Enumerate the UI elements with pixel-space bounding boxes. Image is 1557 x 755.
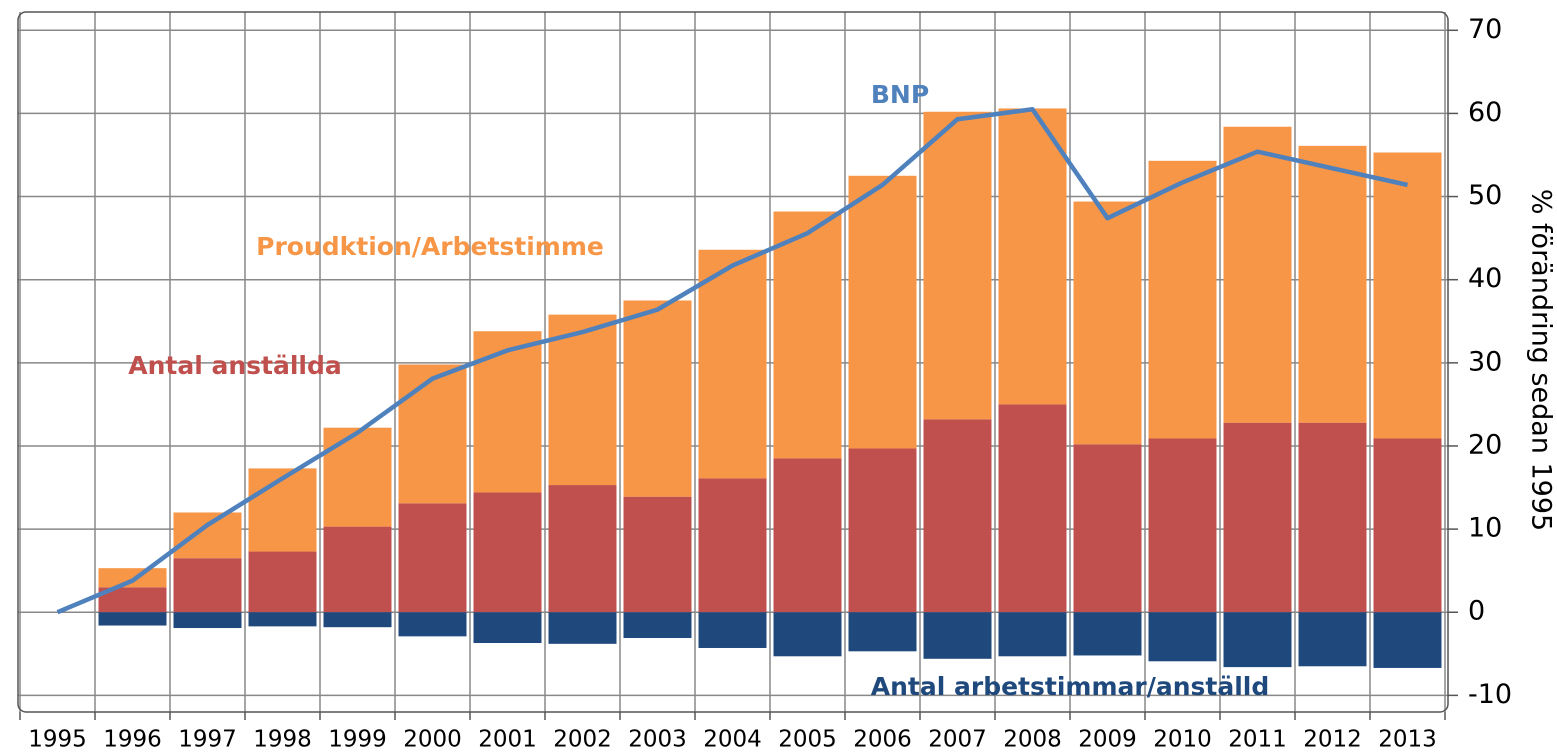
bar-segment <box>1298 612 1367 667</box>
series-label: Antal anställda <box>128 351 342 380</box>
bar-segment <box>1073 444 1142 613</box>
x-tick-label: 2002 <box>553 727 612 753</box>
x-tick-label: 2012 <box>1303 727 1362 753</box>
y-tick-label: 40 <box>1468 263 1502 294</box>
bar-segment <box>473 331 542 493</box>
y-tick-label: 70 <box>1468 14 1502 45</box>
y-tick-label: 50 <box>1468 180 1502 211</box>
bar-segment <box>323 526 392 613</box>
bar-segment <box>548 612 617 644</box>
bar-segment <box>1298 422 1367 613</box>
bar-segment <box>398 364 467 504</box>
bar-segment <box>923 612 992 659</box>
bar-segment <box>1073 612 1142 656</box>
bar-segment <box>1073 201 1142 445</box>
bar-segment <box>923 419 992 613</box>
y-tick-label: 30 <box>1468 346 1502 377</box>
bar-segment <box>998 108 1067 405</box>
bar-segment <box>1148 160 1217 439</box>
bar-segment <box>473 612 542 643</box>
bar-segment <box>998 612 1067 657</box>
x-tick-label: 2003 <box>628 727 687 753</box>
y-tick-label: 0 <box>1468 596 1485 627</box>
series-label: BNP <box>871 80 929 109</box>
bar-segment <box>773 211 842 459</box>
bar-segment <box>98 612 167 626</box>
bar-segment <box>1223 612 1292 668</box>
bar-segment <box>1148 612 1217 662</box>
x-tick-label: 2011 <box>1228 727 1287 753</box>
y-tick-label: -10 <box>1468 679 1512 710</box>
x-tick-label: 2005 <box>778 727 837 753</box>
bar-segment <box>1223 126 1292 423</box>
x-tick-label: 2006 <box>853 727 912 753</box>
y-axis-label: % förändring sedan 1995 <box>1526 189 1557 531</box>
y-tick-label: 60 <box>1468 97 1502 128</box>
bar-segment <box>548 314 617 486</box>
bar-segment <box>1373 438 1442 613</box>
bar-segment <box>173 612 242 629</box>
bar-segment <box>1298 145 1367 423</box>
bar-segment <box>998 404 1067 613</box>
bar-segment <box>473 492 542 613</box>
bar-segment <box>698 478 767 613</box>
x-tick-label: 2010 <box>1153 727 1212 753</box>
y-tick-label: 20 <box>1468 429 1502 460</box>
line <box>56 107 1408 615</box>
x-tick-label: 1995 <box>28 727 87 753</box>
bar-segment <box>623 612 692 639</box>
bar-segment <box>848 612 917 652</box>
bar-segment <box>248 612 317 627</box>
series-label: Proudktion/Arbetstimme <box>256 232 604 261</box>
bar-segment <box>923 111 992 420</box>
bar-segment <box>1373 612 1442 668</box>
bar-segment <box>1373 152 1442 439</box>
bar-segment <box>698 249 767 479</box>
bar-segment <box>848 175 917 449</box>
x-tick-label: 1996 <box>103 727 162 753</box>
bar-segment <box>248 551 317 613</box>
x-tick-label: 1999 <box>328 727 387 753</box>
bar-segment <box>98 568 167 588</box>
x-tick-label: 1998 <box>253 727 312 753</box>
bar-segment <box>323 427 392 527</box>
y-tick-label: 10 <box>1468 513 1502 544</box>
bar-segment <box>773 458 842 613</box>
plot-border <box>17 11 1449 713</box>
bar-segment <box>173 512 242 559</box>
bar-segment <box>323 612 392 628</box>
bar-segment <box>1223 422 1292 613</box>
bar-segment <box>848 448 917 613</box>
bar-segment <box>548 485 617 613</box>
x-tick-label: 1997 <box>178 727 237 753</box>
series-label: Antal arbetstimmar/anställd <box>871 672 1269 701</box>
x-tick-label: 2001 <box>478 727 537 753</box>
bar-segment <box>173 558 242 613</box>
bar-segment <box>623 300 692 497</box>
bar-segment <box>773 612 842 657</box>
x-tick-label: 2007 <box>928 727 987 753</box>
x-tick-label: 2009 <box>1078 727 1137 753</box>
bar-segment <box>398 503 467 613</box>
bar-segment <box>398 612 467 637</box>
bar-segment <box>623 496 692 613</box>
x-tick-label: 2008 <box>1003 727 1062 753</box>
x-tick-label: 2000 <box>403 727 462 753</box>
bar-segment <box>248 468 317 552</box>
bar-segment <box>1148 438 1217 613</box>
x-tick-label: 2013 <box>1378 727 1437 753</box>
x-tick-label: 2004 <box>703 727 762 753</box>
bar-segment <box>698 612 767 648</box>
